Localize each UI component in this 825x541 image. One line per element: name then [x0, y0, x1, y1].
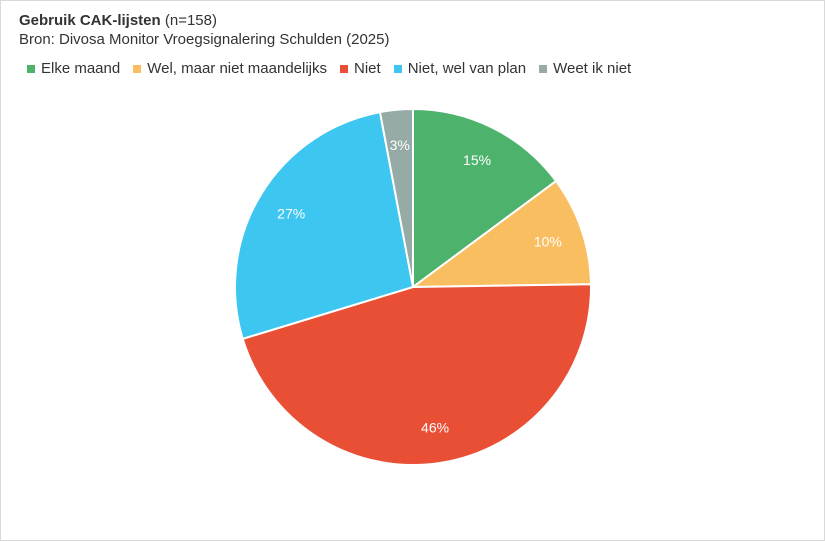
legend-swatch-1 — [133, 64, 142, 73]
pie-slice-3 — [234, 110, 415, 341]
legend-label-4: Weet ik niet — [553, 60, 632, 77]
chart-title-main: Gebruik CAK-lijsten — [19, 12, 161, 29]
legend-item-0: Elke maand — [27, 60, 120, 77]
legend-label-3: Niet, wel van plan — [407, 60, 527, 77]
chart-subtitle: Bron: Divosa Monitor Vroegsignalering Sc… — [19, 31, 390, 48]
legend-item-2: Niet — [340, 60, 381, 77]
chart-title-suffix: (n=158) — [164, 12, 217, 29]
slice-label-1: 10% — [534, 233, 562, 249]
pie-slice-2 — [241, 283, 592, 466]
legend-item-4: Weet ik niet — [539, 60, 631, 77]
slice-label-4: 3% — [390, 137, 410, 153]
pie-slice-0 — [412, 107, 558, 289]
legend-swatch-0 — [27, 64, 35, 73]
legend-swatch-4 — [539, 64, 548, 73]
legend-item-1: Wel, maar niet maandelijks — [133, 60, 327, 77]
slice-label-0: 15% — [463, 152, 491, 168]
slice-label-2: 46% — [421, 420, 449, 436]
pie-slice-1 — [409, 179, 592, 289]
pie-slice-4 — [378, 107, 414, 288]
chart-title: Gebruik CAK-lijsten (n=158) — [19, 12, 217, 29]
legend-label-2: Niet — [354, 60, 381, 77]
chart-legend: Elke maand Wel, maar niet maandelijks Niet… — [27, 60, 644, 77]
legend-label-1: Wel, maar niet maandelijks — [147, 60, 328, 77]
legend-swatch-2 — [340, 64, 349, 73]
slice-label-3: 27% — [277, 205, 305, 221]
legend-swatch-3 — [393, 64, 402, 73]
legend-label-0: Elke maand — [41, 60, 121, 77]
legend-item-3: Niet, wel van plan — [393, 60, 527, 77]
